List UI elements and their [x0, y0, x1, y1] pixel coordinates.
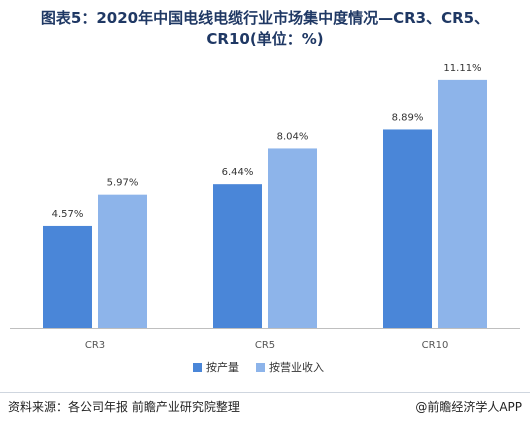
x-tick-label: CR3 — [85, 340, 105, 351]
chart-title-line2: CR10(单位：%) — [206, 30, 324, 48]
legend-label: 按营业收入 — [269, 360, 324, 374]
bar-cr3-series1 — [43, 225, 92, 328]
chart-title: 图表5：2020年中国电线电缆行业市场集中度情况—CR3、CR5、 CR10(单… — [0, 8, 530, 50]
x-tick-label: CR10 — [422, 340, 449, 351]
data-label: 4.57% — [52, 209, 84, 220]
data-label: 6.44% — [222, 167, 254, 178]
bar-cr10-series1 — [383, 129, 432, 328]
credit-note: @前瞻经济学人APP — [415, 400, 522, 414]
x-tick-label: CR5 — [255, 340, 275, 351]
source-note: 资料来源：各公司年报 前瞻产业研究院整理 — [8, 400, 240, 414]
legend-label: 按产量 — [206, 360, 239, 374]
bar-cr5-series1 — [213, 184, 262, 328]
bar-cr5-series2 — [268, 148, 317, 328]
legend-swatch — [256, 363, 265, 372]
legend-swatch — [193, 363, 202, 372]
data-label: 8.04% — [277, 131, 309, 142]
footer-divider — [0, 392, 530, 393]
data-label: 8.89% — [392, 112, 424, 123]
bar-cr3-series2 — [98, 194, 147, 328]
data-label: 5.97% — [107, 178, 139, 189]
chart-title-line1: 图表5：2020年中国电线电缆行业市场集中度情况—CR3、CR5、 — [40, 9, 490, 27]
data-label: 11.11% — [443, 63, 481, 74]
bar-cr10-series2 — [438, 79, 487, 328]
